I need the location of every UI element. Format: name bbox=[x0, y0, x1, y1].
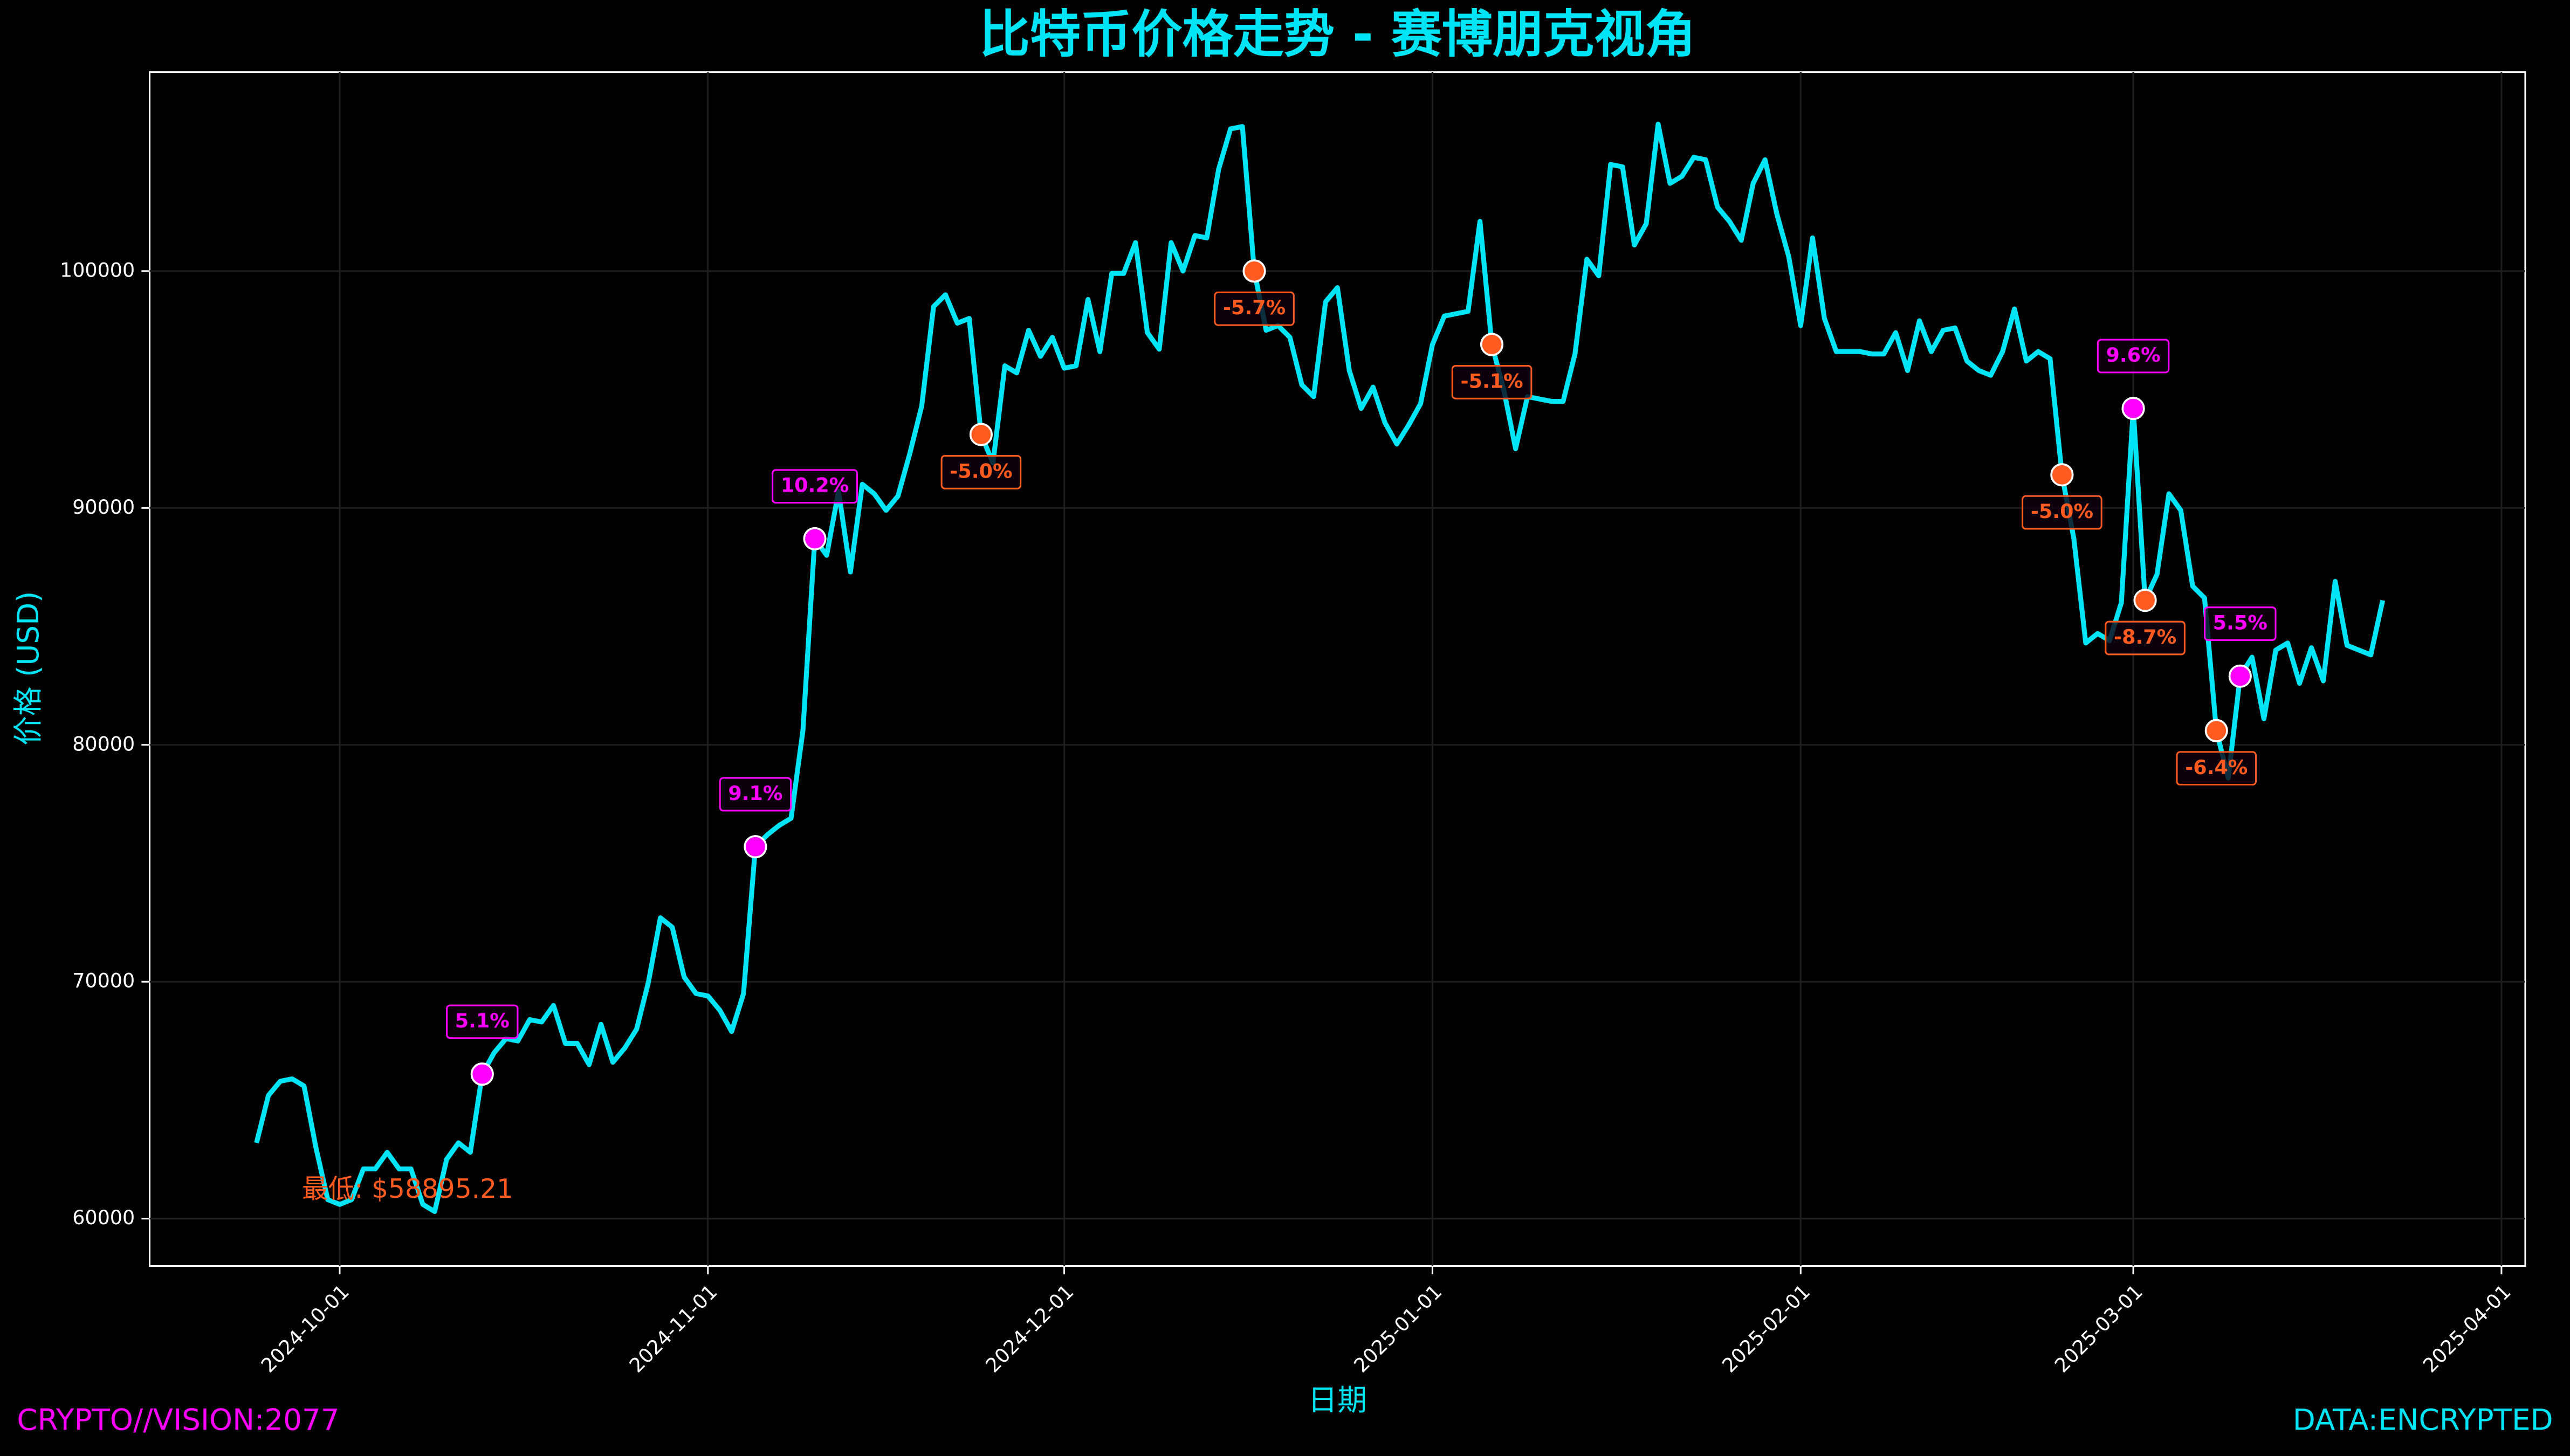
event-label: -5.7% bbox=[1223, 296, 1286, 319]
event-label: 5.5% bbox=[2213, 611, 2267, 634]
event-label: -6.4% bbox=[2185, 756, 2248, 779]
event-label-box bbox=[1214, 291, 1295, 326]
event-marker bbox=[744, 835, 767, 859]
event-marker bbox=[2133, 589, 2157, 612]
event-label: -5.0% bbox=[2031, 500, 2093, 523]
y-axis-label: 价格 (USD) bbox=[11, 591, 45, 746]
footer-right: DATA:ENCRYPTED bbox=[2293, 1402, 2553, 1437]
event-marker bbox=[2204, 719, 2228, 742]
event-label-box bbox=[2022, 495, 2102, 530]
y-tick-label: 80000 bbox=[72, 732, 135, 755]
event-label-box bbox=[2204, 606, 2277, 641]
y-tick-label: 60000 bbox=[72, 1206, 135, 1229]
event-marker bbox=[1480, 333, 1504, 356]
y-tick-label: 70000 bbox=[72, 969, 135, 992]
event-label: 9.6% bbox=[2106, 343, 2161, 367]
event-label-box bbox=[446, 1004, 519, 1039]
event-label: 10.2% bbox=[781, 474, 849, 497]
event-label-box bbox=[2105, 620, 2186, 655]
chart-title: 比特币价格走势 - 赛博朋克视角 bbox=[979, 5, 1696, 64]
event-marker bbox=[969, 423, 993, 446]
price-line bbox=[254, 121, 2386, 1215]
event-label: 9.1% bbox=[728, 782, 782, 805]
event-marker bbox=[2050, 463, 2074, 487]
event-label-box bbox=[1451, 365, 1533, 399]
event-marker bbox=[1242, 259, 1266, 283]
footer-left: CRYPTO//VISION:2077 bbox=[17, 1402, 339, 1437]
event-marker bbox=[803, 527, 827, 550]
event-label: -5.0% bbox=[950, 459, 1012, 482]
plot-frame bbox=[148, 71, 2526, 1267]
event-label-box bbox=[719, 777, 792, 812]
event-label: -5.1% bbox=[1460, 369, 1523, 392]
y-tick-label: 90000 bbox=[72, 495, 135, 519]
event-marker bbox=[2228, 664, 2252, 688]
event-label: 5.1% bbox=[455, 1009, 510, 1032]
event-label-box bbox=[2097, 339, 2170, 374]
y-tick-label: 100000 bbox=[60, 258, 135, 281]
event-marker bbox=[470, 1062, 494, 1086]
event-marker bbox=[2121, 397, 2145, 420]
x-axis-label: 日期 bbox=[1308, 1383, 1367, 1417]
event-label-box bbox=[2176, 751, 2257, 786]
event-label-box bbox=[772, 469, 858, 504]
event-label-box bbox=[940, 455, 1022, 489]
min-label: 最低: $58895.21 bbox=[302, 1174, 513, 1204]
event-label: -8.7% bbox=[2114, 625, 2176, 648]
